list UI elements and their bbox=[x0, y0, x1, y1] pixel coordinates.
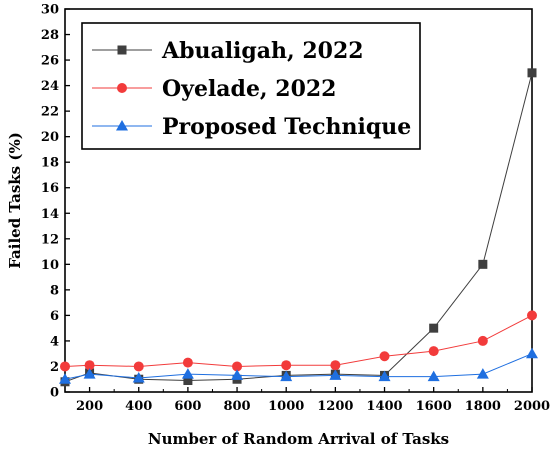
y-tick-label: 22 bbox=[41, 105, 59, 120]
data-point bbox=[429, 323, 439, 333]
data-point bbox=[527, 310, 537, 321]
data-point bbox=[527, 68, 537, 78]
y-axis-title: Failed Tasks (%) bbox=[6, 132, 24, 269]
data-point bbox=[329, 369, 342, 380]
y-tick-label: 24 bbox=[41, 79, 59, 94]
y-tick-label: 14 bbox=[41, 207, 59, 222]
y-tick-label: 12 bbox=[41, 232, 59, 247]
x-tick-label: 200 bbox=[76, 399, 103, 414]
data-point bbox=[280, 370, 293, 382]
data-point bbox=[378, 370, 391, 382]
legend-marker bbox=[116, 120, 128, 131]
data-point bbox=[183, 376, 193, 386]
data-point bbox=[84, 360, 95, 371]
legend: Abualigah, 2022 Oyelade, 2022 Proposed Tec… bbox=[81, 22, 421, 150]
data-point bbox=[231, 369, 244, 380]
y-tick-label: 6 bbox=[50, 309, 59, 324]
x-tick-label: 1400 bbox=[366, 399, 402, 414]
legend-marker bbox=[117, 83, 127, 93]
data-point bbox=[132, 371, 145, 383]
series-layer bbox=[59, 68, 538, 387]
data-point bbox=[477, 335, 488, 346]
data-point bbox=[133, 361, 144, 372]
data-point bbox=[232, 361, 243, 372]
legend-item: Oyelade, 2022 bbox=[92, 76, 337, 102]
plot-frame bbox=[64, 8, 533, 393]
x-tick-label: 800 bbox=[223, 399, 250, 414]
x-tick-label: 2000 bbox=[514, 399, 550, 414]
y-tick-label: 10 bbox=[41, 258, 59, 273]
x-tick-label: 1600 bbox=[416, 399, 452, 414]
x-tick-label: 400 bbox=[125, 399, 152, 414]
data-point bbox=[427, 370, 440, 382]
y-tick-label: 28 bbox=[41, 28, 59, 43]
y-tick-label: 18 bbox=[41, 156, 59, 171]
y-tick-label: 16 bbox=[41, 181, 59, 196]
y-tick-label: 26 bbox=[41, 54, 59, 69]
data-point bbox=[330, 360, 341, 371]
x-tick-label: 1800 bbox=[465, 399, 501, 414]
y-tick-label: 4 bbox=[50, 334, 59, 349]
legend-label: Proposed Technique bbox=[162, 114, 411, 140]
data-point bbox=[379, 351, 390, 362]
y-tick-label: 2 bbox=[50, 360, 59, 375]
data-point bbox=[428, 346, 439, 357]
y-tick-label: 0 bbox=[50, 386, 59, 401]
series-circle bbox=[60, 310, 537, 372]
data-point bbox=[526, 347, 538, 359]
legend-label: Abualigah, 2022 bbox=[161, 38, 364, 64]
x-axis-title: Number of Random Arrival of Tasks bbox=[148, 430, 449, 448]
series-triangle bbox=[59, 347, 538, 384]
legend-item: Proposed Technique bbox=[92, 114, 411, 140]
data-point bbox=[181, 368, 194, 379]
legend-box bbox=[81, 22, 421, 150]
data-point bbox=[83, 368, 96, 379]
data-point bbox=[59, 373, 71, 384]
data-point bbox=[281, 360, 292, 371]
series-line bbox=[64, 314, 533, 367]
legend-marker bbox=[117, 45, 127, 55]
legend-item: Abualigah, 2022 bbox=[92, 38, 364, 64]
y-tick-label: 20 bbox=[41, 130, 59, 145]
y-tick-label: 30 bbox=[41, 3, 59, 18]
data-point bbox=[182, 357, 193, 368]
legend-label: Oyelade, 2022 bbox=[162, 76, 337, 102]
data-point bbox=[60, 361, 70, 372]
y-tick-label: 8 bbox=[50, 283, 59, 298]
data-point bbox=[478, 259, 488, 269]
x-tick-label: 1200 bbox=[317, 399, 353, 414]
x-tick-label: 1000 bbox=[268, 399, 304, 414]
x-tick-label: 600 bbox=[174, 399, 201, 414]
data-point bbox=[476, 368, 489, 379]
